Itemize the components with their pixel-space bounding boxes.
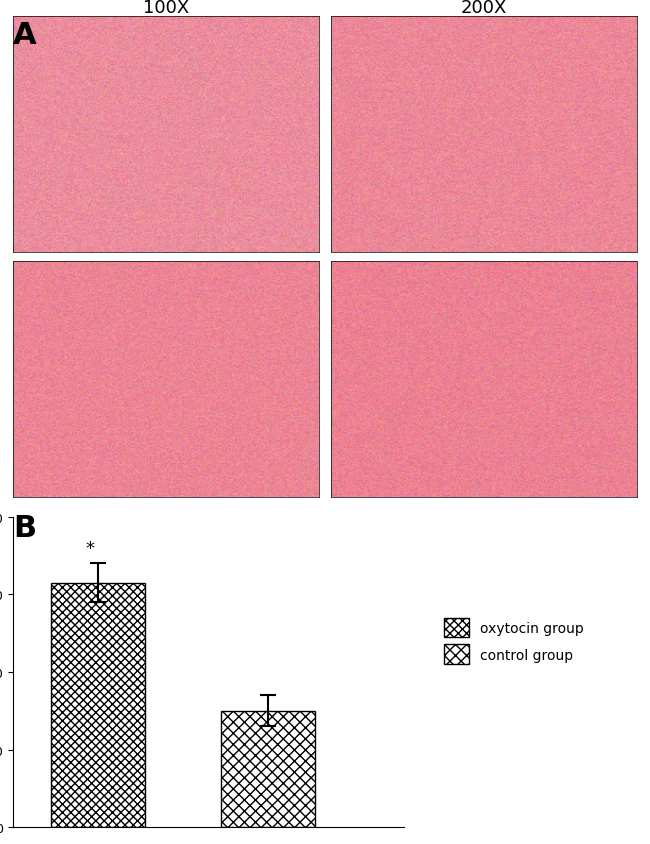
Bar: [51, 583, 145, 827]
Text: A: A: [13, 21, 36, 50]
Text: *: *: [85, 539, 94, 557]
Text: B: B: [13, 513, 36, 542]
Bar: [222, 711, 315, 827]
Title: 100X: 100X: [143, 0, 189, 17]
Legend: oxytocin group, control group: oxytocin group, control group: [437, 611, 591, 671]
Title: 200X: 200X: [461, 0, 507, 17]
